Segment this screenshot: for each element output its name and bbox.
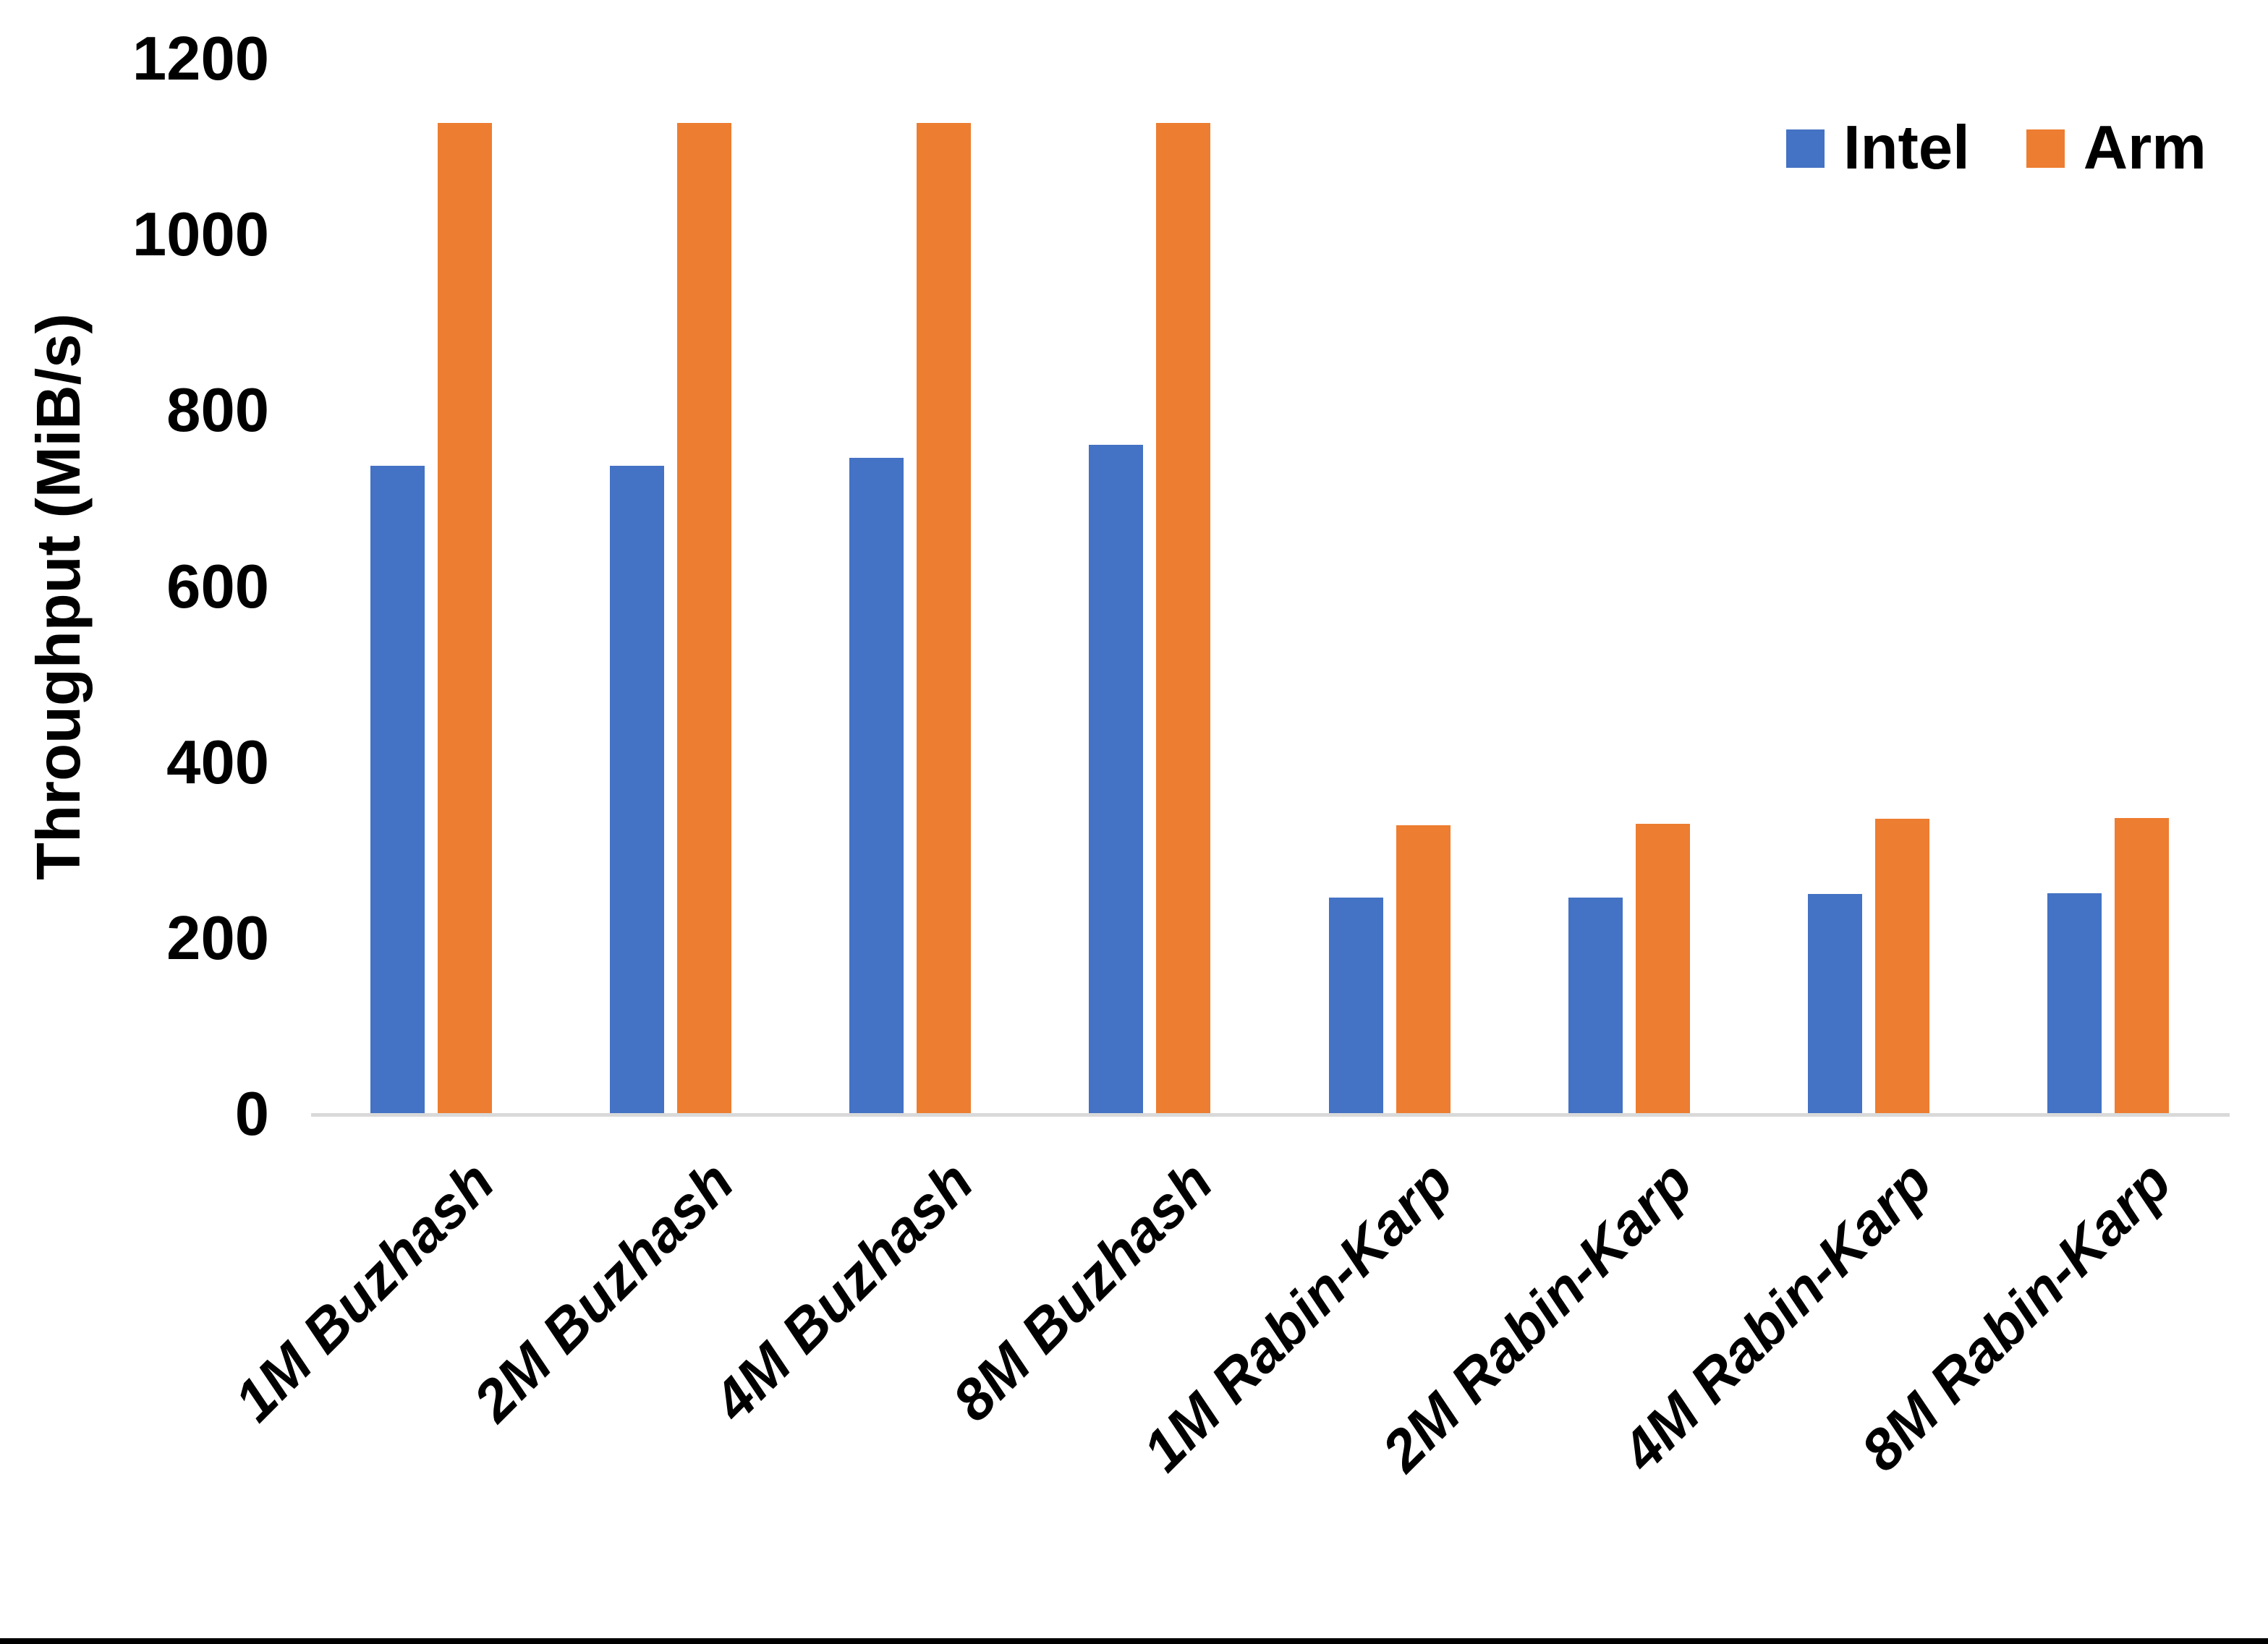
y-tick-label-0: 0 (234, 1080, 269, 1149)
bar-arm-8m-buzhash (1156, 122, 1211, 1115)
bar-arm-4m-rabin-karp (1875, 819, 1930, 1115)
y-tick-label-400: 400 (166, 728, 269, 797)
bar-intel-1m-rabin-karp (1328, 897, 1383, 1115)
bar-arm-1m-rabin-karp (1396, 825, 1451, 1115)
legend-label-arm: Arm (2083, 114, 2207, 182)
bar-intel-4m-buzhash (849, 457, 904, 1115)
bar-intel-2m-buzhash (609, 465, 664, 1115)
bar-arm-2m-rabin-karp (1635, 823, 1690, 1115)
legend-item-arm: Arm (2026, 114, 2207, 182)
bar-intel-4m-rabin-karp (1808, 893, 1863, 1115)
bar-arm-2m-buzhash (676, 122, 731, 1115)
plot-area (311, 59, 2228, 1115)
bar-arm-4m-buzhash (917, 122, 972, 1115)
legend-swatch-arm (2026, 129, 2065, 168)
legend-item-intel: Intel (1786, 114, 1970, 182)
legend-swatch-intel (1786, 129, 1825, 168)
legend-label-intel: Intel (1843, 114, 1970, 182)
y-tick-label-600: 600 (166, 552, 269, 621)
x-axis-line (311, 1113, 2230, 1117)
y-tick-label-200: 200 (166, 903, 269, 973)
bar-intel-2m-rabin-karp (1568, 897, 1623, 1115)
bar-arm-8m-rabin-karp (2115, 818, 2170, 1115)
bar-intel-8m-rabin-karp (2047, 893, 2102, 1115)
y-tick-label-1200: 1200 (132, 25, 269, 93)
bar-intel-8m-buzhash (1089, 444, 1144, 1115)
bar-intel-1m-buzhash (370, 465, 425, 1115)
bottom-border (0, 1638, 2268, 1644)
y-tick-label-800: 800 (166, 376, 269, 446)
legend: Intel Arm (1786, 114, 2207, 182)
bar-arm-1m-buzhash (437, 122, 492, 1115)
y-tick-label-1000: 1000 (132, 200, 269, 270)
